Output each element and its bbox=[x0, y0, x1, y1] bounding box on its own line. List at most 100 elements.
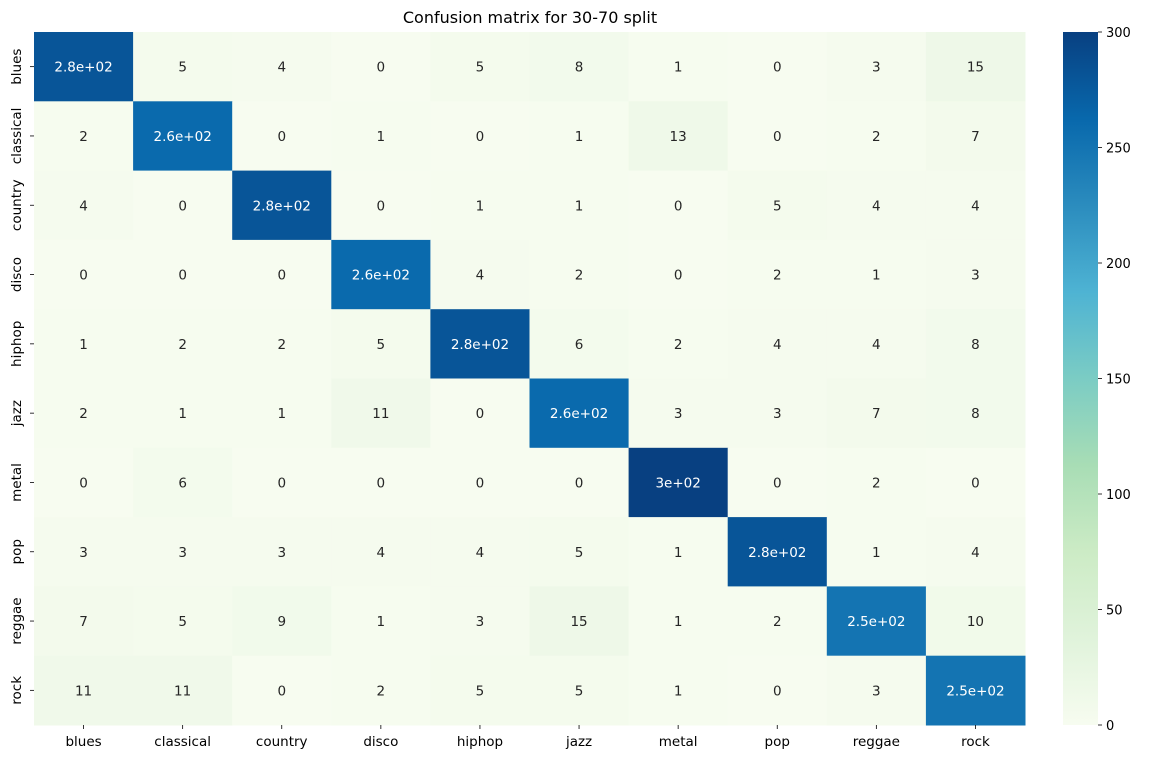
cell-value-label: 3 bbox=[773, 406, 782, 422]
cell-value-label: 5 bbox=[377, 337, 386, 353]
heatmap-cell bbox=[34, 32, 134, 102]
heatmap-cell bbox=[34, 517, 134, 587]
heatmap-cell bbox=[529, 586, 630, 657]
cell-value-label: 0 bbox=[277, 268, 286, 284]
cell-value-label: 1 bbox=[277, 406, 286, 422]
heatmap-cell bbox=[727, 378, 828, 449]
cell-value-label: 5 bbox=[178, 614, 187, 630]
cell-value-label: 0 bbox=[773, 475, 782, 491]
heatmap-cell bbox=[331, 447, 431, 518]
heatmap-cell bbox=[925, 447, 1026, 518]
heatmap-cell bbox=[925, 101, 1026, 172]
heatmap-cell bbox=[925, 378, 1026, 449]
heatmap-cell bbox=[232, 239, 332, 310]
heatmap-cell bbox=[34, 170, 134, 241]
heatmap-cell bbox=[826, 309, 927, 379]
heatmap-cell bbox=[628, 32, 729, 102]
cell-value-label: 2 bbox=[773, 614, 782, 630]
cell-value-label: 2 bbox=[79, 129, 88, 145]
cell-value-label: 2 bbox=[575, 268, 584, 284]
y-tick-label: disco bbox=[9, 257, 25, 292]
cell-value-label: 2.8e+02 bbox=[451, 337, 509, 353]
heatmap-cell bbox=[133, 170, 233, 241]
cell-value-label: 4 bbox=[79, 198, 88, 214]
cell-value-label: 1 bbox=[377, 614, 386, 630]
y-tick-label: rock bbox=[9, 676, 25, 705]
heatmap-cell bbox=[34, 378, 134, 449]
heatmap-cell bbox=[133, 309, 233, 379]
cell-value-label: 0 bbox=[575, 475, 584, 491]
heatmap-cell bbox=[628, 378, 729, 449]
heatmap-cell bbox=[529, 170, 630, 241]
heatmap-cell bbox=[232, 517, 332, 587]
x-tick-label: reggae bbox=[853, 734, 900, 750]
cell-value-label: 1 bbox=[872, 268, 881, 284]
cell-value-label: 0 bbox=[377, 475, 386, 491]
heatmap-cell bbox=[628, 655, 729, 726]
cell-value-label: 2.8e+02 bbox=[253, 198, 311, 214]
y-tick-label: country bbox=[9, 179, 25, 231]
cell-value-label: 2.5e+02 bbox=[946, 683, 1004, 699]
cell-value-label: 1 bbox=[575, 198, 584, 214]
heatmap-cell bbox=[529, 32, 630, 102]
cell-value-label: 2.6e+02 bbox=[154, 129, 212, 145]
heatmap-cell bbox=[430, 655, 530, 726]
cell-value-label: 2 bbox=[277, 337, 286, 353]
cell-value-label: 3 bbox=[674, 406, 683, 422]
heatmap-cell bbox=[331, 309, 431, 379]
heatmap-cell bbox=[826, 447, 927, 518]
cell-value-label: 2 bbox=[773, 268, 782, 284]
heatmap-cell bbox=[727, 517, 828, 587]
x-tick-label: blues bbox=[65, 734, 101, 750]
cell-value-label: 4 bbox=[872, 198, 881, 214]
heatmap-cell bbox=[529, 378, 630, 449]
heatmap-cell bbox=[430, 101, 530, 172]
heatmap-cell bbox=[232, 309, 332, 379]
cell-value-label: 10 bbox=[967, 614, 984, 630]
x-tick-label: country bbox=[256, 734, 308, 750]
heatmap-cell bbox=[529, 239, 630, 310]
heatmap-cell bbox=[34, 447, 134, 518]
cell-value-label: 6 bbox=[575, 337, 584, 353]
cell-value-label: 4 bbox=[476, 545, 485, 561]
heatmap-cell bbox=[628, 586, 729, 657]
cell-value-label: 0 bbox=[773, 683, 782, 699]
heatmap-cell bbox=[34, 239, 134, 310]
cell-value-label: 0 bbox=[377, 198, 386, 214]
colorbar-tick-label: 300 bbox=[1106, 26, 1131, 41]
colorbar-tick-label: 200 bbox=[1106, 257, 1131, 272]
x-tick-label: disco bbox=[363, 734, 398, 750]
heatmap-cell bbox=[727, 309, 828, 379]
heatmap-cell bbox=[925, 239, 1026, 310]
cell-value-label: 0 bbox=[178, 268, 187, 284]
colorbar-tick-label: 150 bbox=[1106, 373, 1131, 388]
cell-value-label: 4 bbox=[872, 337, 881, 353]
heatmap-cell bbox=[430, 170, 530, 241]
heatmap-cell bbox=[826, 170, 927, 241]
cell-value-label: 7 bbox=[872, 406, 881, 422]
cell-value-label: 3 bbox=[277, 545, 286, 561]
heatmap-cell bbox=[34, 586, 134, 657]
heatmap-cell bbox=[133, 101, 233, 172]
heatmap-cell bbox=[34, 309, 134, 379]
heatmap-cell bbox=[727, 101, 828, 172]
cell-value-label: 0 bbox=[178, 198, 187, 214]
heatmap-cell bbox=[826, 586, 927, 657]
heatmap-cell bbox=[628, 101, 729, 172]
cell-value-label: 2 bbox=[79, 406, 88, 422]
colorbar-tick-label: 50 bbox=[1106, 604, 1123, 619]
x-tick-label: jazz bbox=[565, 734, 592, 750]
cell-value-label: 0 bbox=[277, 475, 286, 491]
y-tick-label: classical bbox=[9, 108, 25, 165]
heatmap-cell bbox=[925, 586, 1026, 657]
heatmap-cell bbox=[826, 378, 927, 449]
heatmap-cell bbox=[430, 517, 530, 587]
chart-title: Confusion matrix for 30-70 split bbox=[403, 8, 657, 27]
cell-value-label: 1 bbox=[674, 60, 683, 76]
heatmap-cell bbox=[727, 447, 828, 518]
heatmap-cell bbox=[232, 655, 332, 726]
cell-value-label: 4 bbox=[971, 198, 980, 214]
cell-value-label: 2 bbox=[674, 337, 683, 353]
heatmap-cell bbox=[727, 586, 828, 657]
cell-value-label: 7 bbox=[971, 129, 980, 145]
